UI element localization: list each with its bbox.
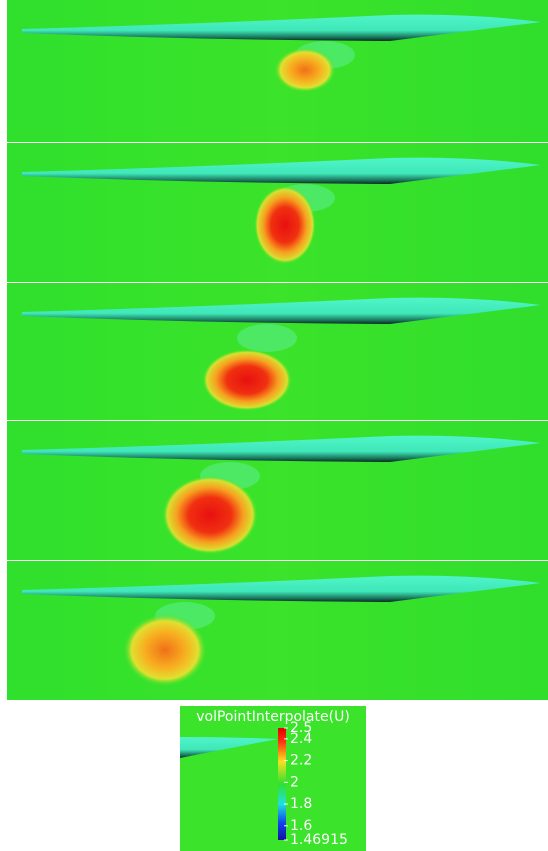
page: volPointInterpolate(U) 2.52.42.221.81.61… <box>0 0 548 851</box>
simulation-panel <box>7 283 548 420</box>
colorbar-tick-label: 2.2 <box>290 753 312 769</box>
simulation-panel <box>7 561 548 700</box>
colorbar <box>278 728 286 840</box>
colorbar-tick-label: 1.46915 <box>290 832 348 848</box>
colorbar-tick-label: 1.8 <box>290 796 312 812</box>
velocity-hotspot <box>162 476 257 554</box>
panels <box>7 0 548 700</box>
velocity-hotspot <box>254 186 316 264</box>
simulation-panel <box>7 143 548 282</box>
legend-box: volPointInterpolate(U) 2.52.42.221.81.61… <box>180 706 366 851</box>
simulation-panel <box>7 421 548 560</box>
simulation-panel <box>7 0 548 142</box>
colorbar-tick-label: 2.4 <box>290 731 312 747</box>
figure: volPointInterpolate(U) 2.52.42.221.81.61… <box>0 0 548 851</box>
wake-region <box>237 324 297 352</box>
velocity-hotspot <box>202 349 292 411</box>
legend-title: volPointInterpolate(U) <box>196 709 350 725</box>
legend-background <box>180 706 366 851</box>
velocity-hotspot <box>274 48 336 93</box>
colorbar-tick-label: 2 <box>290 774 299 790</box>
velocity-hotspot <box>123 614 207 687</box>
